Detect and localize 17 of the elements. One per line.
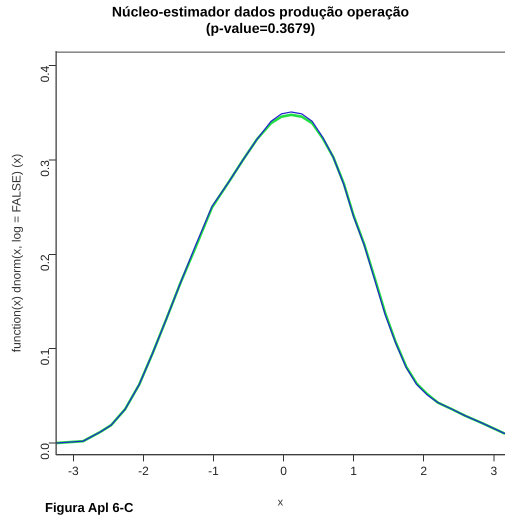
x-tick-label: -2	[138, 464, 150, 478]
x-tick-label: 1	[350, 464, 358, 478]
text: (p-value=0.3679)	[206, 20, 316, 36]
y-tick-label: 0.3	[38, 160, 52, 177]
y-tick-label: 0.1	[38, 348, 52, 366]
text: Figura Apl 6-C	[45, 500, 134, 515]
y-axis-title: function(x) dnorm(x, log = FALSE) (x)	[10, 154, 24, 352]
x-tick-label: 3	[490, 464, 498, 478]
x-tick-label: -1	[208, 464, 220, 478]
y-tick-label: 0.0	[38, 442, 52, 460]
x-tick-label: 2	[420, 464, 428, 478]
x-tick-label: 0	[280, 464, 288, 478]
y-tick-label: 0.4	[38, 65, 52, 82]
y-tick-label: 0.2	[38, 254, 52, 272]
x-tick-label: -3	[68, 464, 79, 478]
text: Núcleo-estimador dados produção operação	[112, 3, 410, 20]
x-axis-title: x	[278, 496, 284, 508]
